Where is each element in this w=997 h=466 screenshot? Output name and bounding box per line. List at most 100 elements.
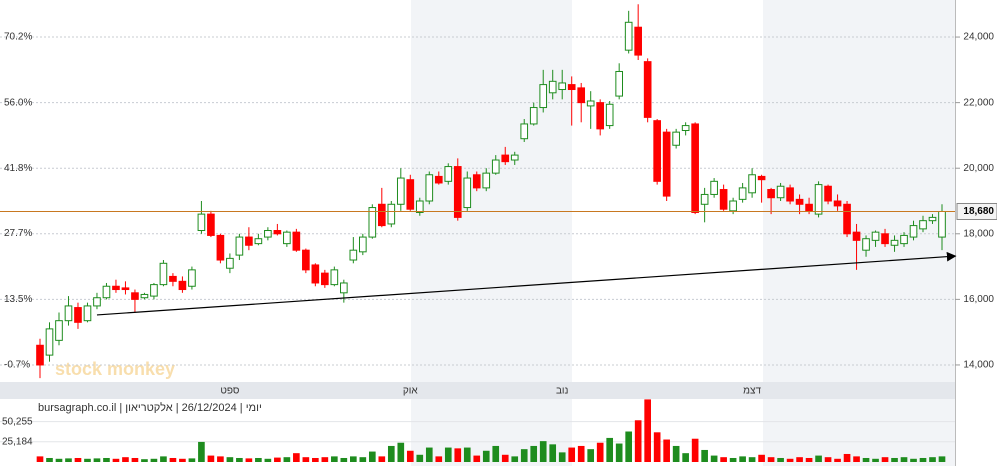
candle-body (738, 187, 747, 200)
candle-body (624, 21, 633, 51)
volume-bar (938, 456, 946, 462)
candle-body (805, 203, 813, 212)
candle-body (188, 269, 196, 287)
volume-bar (824, 457, 832, 462)
volume-bar (862, 457, 870, 462)
volume-bar (46, 457, 53, 462)
candle-body (178, 280, 187, 291)
volume-bar (929, 457, 936, 462)
candle-body (890, 239, 899, 246)
volume-bar (720, 457, 727, 462)
candle-body (634, 26, 642, 56)
y-tick-label: 14,000 (963, 360, 994, 371)
y-tick-label: 18,000 (963, 228, 994, 239)
candle-body (767, 189, 775, 199)
candle-body (596, 102, 605, 130)
x-tick-label: ספט (220, 386, 240, 397)
candle-body (605, 103, 614, 127)
candle-body (577, 87, 586, 104)
volume-bar (558, 452, 566, 462)
volume-bar (198, 441, 205, 462)
candle-body (757, 175, 766, 181)
volume-bar (169, 457, 177, 462)
candle-body (567, 84, 576, 91)
candle-body (919, 220, 927, 230)
candle-body (795, 198, 804, 205)
volume-bar (74, 457, 82, 462)
volume-bar (910, 458, 917, 462)
candle-body (377, 203, 386, 227)
candle-body (928, 216, 937, 222)
volume-bar (236, 457, 243, 462)
candle-body (719, 189, 728, 210)
volume-bar (834, 458, 841, 462)
candle-body (814, 184, 823, 215)
volume-bar (805, 457, 813, 462)
volume-bar (539, 441, 547, 462)
candle-body (93, 297, 101, 307)
candle-body (330, 269, 339, 286)
month-band (763, 399, 955, 466)
volume-bar (682, 453, 689, 462)
candle-body (586, 100, 595, 107)
volume-bar (644, 399, 651, 462)
volume-bar (634, 420, 642, 462)
volume-bar (141, 459, 148, 462)
volume-bar (463, 447, 471, 462)
volume-bar (872, 458, 879, 462)
candle-body (871, 231, 880, 241)
y-tick-label: 24,000 (963, 32, 994, 43)
volume-bar (701, 449, 708, 462)
volume-bar (881, 457, 889, 462)
candle-body (558, 82, 567, 91)
volume-bar (406, 450, 414, 462)
volume-bar (454, 448, 462, 462)
candle-body (415, 200, 424, 213)
candle-body (881, 233, 889, 245)
candle-body (121, 287, 130, 291)
candle-body (615, 70, 624, 97)
candle-body (349, 249, 358, 261)
candle-body (102, 285, 111, 299)
candle-body (226, 257, 234, 269)
candle-body (264, 230, 272, 238)
month-band (763, 0, 955, 382)
volume-bar (568, 447, 576, 462)
volume-bar (65, 458, 72, 462)
volume-bar (767, 457, 775, 462)
candle-body (662, 131, 671, 197)
volume-bar (843, 453, 851, 462)
candle-body (245, 236, 253, 246)
y2-tick-label: 27.7% (4, 228, 32, 239)
volume-bar (653, 432, 661, 462)
volume-bar (226, 457, 234, 462)
volume-bar (131, 457, 139, 462)
candle-body (36, 344, 44, 366)
candle-body (548, 80, 557, 94)
candle-body (358, 236, 367, 253)
volume-bar (264, 458, 272, 462)
volume-bar (777, 457, 784, 462)
candle-body (710, 180, 718, 195)
volume-bar (112, 458, 120, 462)
candle-body (45, 328, 54, 356)
candle-body (83, 305, 92, 322)
volume-bar (482, 450, 490, 462)
candle-body (159, 262, 168, 286)
volume-bar (587, 449, 595, 462)
price-label: 18,680 (963, 206, 994, 217)
candle-body (235, 236, 244, 256)
candle-body (169, 275, 177, 282)
volume-bar (378, 456, 386, 462)
candle-body (653, 120, 661, 182)
volume-bar (160, 456, 167, 462)
candle-body (786, 187, 794, 202)
volume-bar (672, 445, 680, 462)
candle-body (472, 174, 481, 189)
y2-tick-label: 41.8% (4, 163, 32, 174)
candle-body (776, 185, 785, 199)
x-tick-label: דצמ (743, 386, 761, 397)
candle-body (501, 154, 510, 163)
trendline (96, 251, 957, 316)
